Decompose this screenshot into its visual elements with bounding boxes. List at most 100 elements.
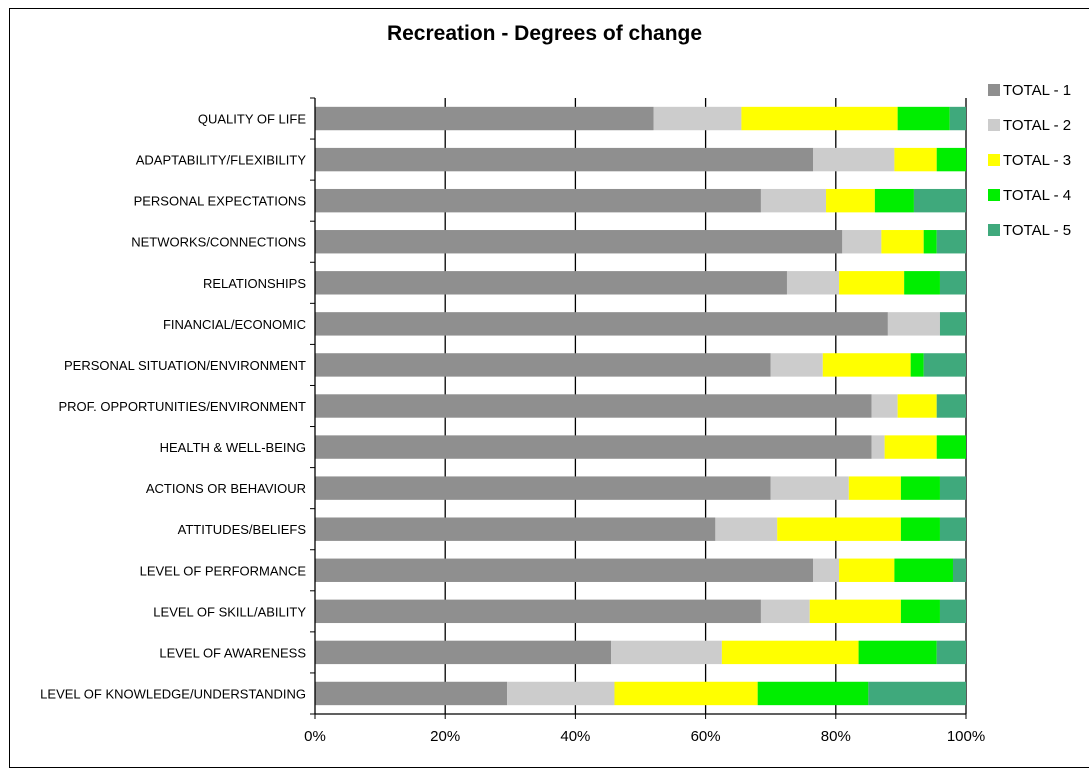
bar-segment-1 bbox=[315, 517, 715, 540]
bar-segment-5 bbox=[940, 312, 966, 335]
category-label: LEVEL OF SKILL/ABILITY bbox=[153, 604, 306, 619]
legend-swatch bbox=[988, 224, 1000, 236]
bar-segment-3 bbox=[894, 148, 936, 171]
bar-segment-1 bbox=[315, 682, 507, 705]
bar-segment-3 bbox=[614, 682, 757, 705]
bar-segment-5 bbox=[950, 107, 966, 130]
bar-segment-2 bbox=[715, 517, 777, 540]
legend-label: TOTAL - 5 bbox=[1003, 222, 1071, 239]
bar-segment-4 bbox=[901, 600, 940, 623]
bar-segment-1 bbox=[315, 230, 842, 253]
bar-segment-2 bbox=[813, 148, 894, 171]
bar-segment-5 bbox=[953, 559, 966, 582]
category-label: NETWORKS/CONNECTIONS bbox=[131, 235, 306, 250]
bar-segment-3 bbox=[898, 394, 937, 417]
bar-segment-1 bbox=[315, 189, 761, 212]
bar-segment-3 bbox=[810, 600, 901, 623]
legend-swatch bbox=[988, 189, 1000, 201]
bar-segment-1 bbox=[315, 312, 888, 335]
category-label: PERSONAL SITUATION/ENVIRONMENT bbox=[64, 358, 306, 373]
bar-segment-1 bbox=[315, 107, 654, 130]
x-tick-label: 60% bbox=[691, 728, 721, 745]
legend-label: TOTAL - 1 bbox=[1003, 82, 1071, 99]
bar-segment-5 bbox=[868, 682, 966, 705]
bar-segment-1 bbox=[315, 394, 872, 417]
x-tick-label: 80% bbox=[821, 728, 851, 745]
bar-segment-2 bbox=[888, 312, 940, 335]
bar-segment-3 bbox=[823, 353, 911, 376]
x-tick-label: 20% bbox=[430, 728, 460, 745]
bars bbox=[315, 107, 966, 705]
bar-segment-2 bbox=[842, 230, 881, 253]
bar-segment-2 bbox=[872, 394, 898, 417]
bar-segment-1 bbox=[315, 271, 787, 294]
bar-segment-1 bbox=[315, 148, 813, 171]
category-label: LEVEL OF AWARENESS bbox=[159, 645, 306, 660]
legend-swatch bbox=[988, 154, 1000, 166]
bar-segment-2 bbox=[507, 682, 614, 705]
x-tick-label: 0% bbox=[304, 728, 326, 745]
x-tick-label: 40% bbox=[560, 728, 590, 745]
bar-segment-3 bbox=[741, 107, 897, 130]
category-label: ADAPTABILITY/FLEXIBILITY bbox=[136, 153, 307, 168]
bar-segment-4 bbox=[901, 517, 940, 540]
category-label: PERSONAL EXPECTATIONS bbox=[134, 194, 307, 209]
bar-segment-1 bbox=[315, 600, 761, 623]
bar-segment-4 bbox=[894, 559, 953, 582]
category-label: HEALTH & WELL-BEING bbox=[160, 440, 306, 455]
bar-segment-4 bbox=[898, 107, 950, 130]
bar-segment-2 bbox=[654, 107, 742, 130]
bar-segment-4 bbox=[911, 353, 924, 376]
bar-segment-5 bbox=[914, 189, 966, 212]
bar-segment-2 bbox=[761, 600, 810, 623]
bar-segment-3 bbox=[722, 641, 859, 664]
bar-segment-2 bbox=[872, 435, 885, 458]
category-label: PROF. OPPORTUNITIES/ENVIRONMENT bbox=[58, 399, 306, 414]
bar-segment-5 bbox=[940, 600, 966, 623]
bar-segment-3 bbox=[777, 517, 901, 540]
bar-segment-2 bbox=[761, 189, 826, 212]
bar-segment-1 bbox=[315, 353, 771, 376]
bar-segment-4 bbox=[937, 435, 966, 458]
bar-segment-5 bbox=[940, 517, 966, 540]
category-label: LEVEL OF PERFORMANCE bbox=[140, 563, 307, 578]
bar-segment-3 bbox=[839, 559, 894, 582]
legend-label: TOTAL - 3 bbox=[1003, 152, 1071, 169]
bar-segment-2 bbox=[771, 353, 823, 376]
bar-segment-4 bbox=[904, 271, 940, 294]
category-label: FINANCIAL/ECONOMIC bbox=[163, 317, 306, 332]
bar-segment-3 bbox=[839, 271, 904, 294]
legend-label: TOTAL - 4 bbox=[1003, 187, 1071, 204]
bar-segment-4 bbox=[859, 641, 937, 664]
bar-segment-2 bbox=[771, 476, 849, 499]
bar-segment-5 bbox=[937, 230, 966, 253]
bar-segment-2 bbox=[787, 271, 839, 294]
bar-segment-4 bbox=[937, 148, 966, 171]
category-label: ATTITUDES/BELIEFS bbox=[178, 522, 307, 537]
legend-label: TOTAL - 2 bbox=[1003, 117, 1071, 134]
bar-segment-3 bbox=[849, 476, 901, 499]
bar-segment-1 bbox=[315, 476, 771, 499]
bar-segment-2 bbox=[813, 559, 839, 582]
legend-swatch bbox=[988, 84, 1000, 96]
bar-segment-4 bbox=[901, 476, 940, 499]
bar-segment-4 bbox=[875, 189, 914, 212]
bar-segment-2 bbox=[611, 641, 722, 664]
bar-segment-1 bbox=[315, 435, 872, 458]
bar-segment-1 bbox=[315, 641, 611, 664]
bar-segment-3 bbox=[881, 230, 923, 253]
legend-swatch bbox=[988, 119, 1000, 131]
category-label: QUALITY OF LIFE bbox=[198, 112, 306, 127]
bar-segment-4 bbox=[924, 230, 937, 253]
bar-segment-4 bbox=[758, 682, 869, 705]
bar-segment-5 bbox=[924, 353, 966, 376]
bar-segment-3 bbox=[885, 435, 937, 458]
stacked-bar-chart: 0% 20% 40% 60% 80% 100% QUALITY OF LIFE ADAPTAB… bbox=[0, 0, 1089, 752]
bar-segment-5 bbox=[937, 394, 966, 417]
category-label: RELATIONSHIPS bbox=[203, 276, 306, 291]
bar-segment-1 bbox=[315, 559, 813, 582]
category-label: ACTIONS OR BEHAVIOUR bbox=[146, 481, 306, 496]
bar-segment-5 bbox=[940, 476, 966, 499]
bar-segment-3 bbox=[826, 189, 875, 212]
x-tick-label: 100% bbox=[947, 728, 985, 745]
